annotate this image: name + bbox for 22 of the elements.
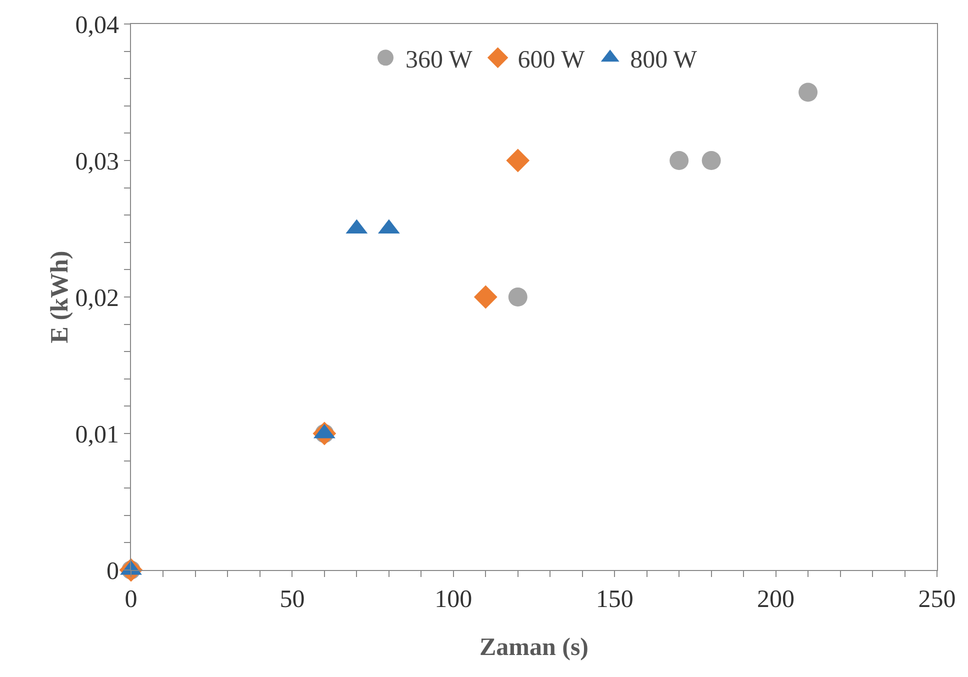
x-tick-label: 100 bbox=[434, 586, 472, 613]
point bbox=[508, 288, 528, 306]
x-tick-label: 150 bbox=[596, 586, 634, 613]
point bbox=[798, 82, 818, 102]
x-tick-label: 50 bbox=[280, 586, 305, 613]
y-tick-label: 0,03 bbox=[75, 148, 119, 176]
y-tick-label: 0,02 bbox=[75, 284, 119, 312]
point bbox=[474, 285, 498, 309]
legend-label: 600 W bbox=[518, 46, 586, 74]
x-tick-label: 250 bbox=[918, 586, 956, 613]
y-tick-label: 0,01 bbox=[75, 421, 119, 448]
x-tick-label: 0 bbox=[124, 586, 138, 613]
x-tick-label: 200 bbox=[757, 586, 795, 613]
point bbox=[506, 148, 530, 172]
y-tick-label: 0,04 bbox=[75, 12, 120, 39]
legend-label: 360 W bbox=[406, 46, 473, 74]
point bbox=[670, 151, 689, 170]
y-axis-title: E (kWh) bbox=[46, 250, 74, 344]
legend-label: 800 W bbox=[630, 46, 698, 74]
point bbox=[702, 151, 721, 170]
y-tick-label: 0 bbox=[106, 558, 119, 585]
x-axis-title: Zaman (s) bbox=[479, 634, 589, 661]
